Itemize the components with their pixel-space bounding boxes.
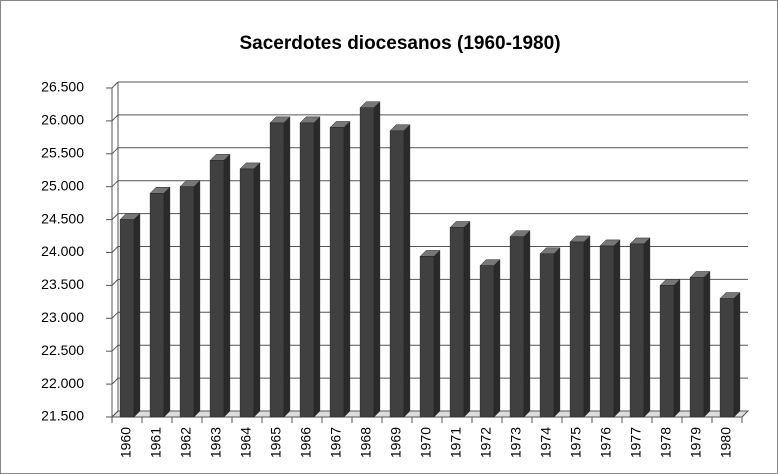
bar-side	[373, 101, 381, 418]
x-tick-label: 1968	[358, 427, 374, 458]
y-tick-label: 23.000	[41, 309, 84, 325]
bar	[149, 193, 165, 418]
bar-side	[643, 237, 651, 418]
x-tick-label: 1961	[148, 427, 164, 458]
bar	[449, 227, 465, 418]
y-tick-label: 24.000	[41, 243, 84, 259]
x-tick-label: 1962	[178, 427, 194, 458]
x-tick-label: 1960	[118, 427, 134, 458]
bar-side	[613, 239, 621, 418]
x-tick-label: 1977	[628, 427, 644, 458]
bar-side	[223, 153, 231, 418]
bar	[419, 256, 435, 418]
bar	[599, 245, 615, 418]
bar-side	[673, 278, 681, 418]
bar-side	[253, 162, 261, 418]
grid-diagonal	[111, 180, 119, 188]
bar-side	[133, 212, 141, 418]
x-tick-label: 1972	[478, 427, 494, 458]
bar	[659, 285, 675, 418]
grid-diagonal	[111, 246, 119, 253]
grid-diagonal	[111, 147, 119, 155]
bar	[509, 236, 525, 418]
x-tick-label: 1976	[598, 427, 614, 458]
y-tick-label: 21.500	[41, 408, 84, 424]
x-tick-label: 1973	[508, 427, 524, 458]
bar	[359, 107, 375, 418]
bar-side	[193, 180, 201, 418]
bar-side	[433, 249, 441, 418]
x-tick-label: 1966	[298, 427, 314, 458]
bar-side	[703, 270, 711, 418]
grid-diagonal	[111, 279, 119, 286]
bar	[119, 219, 135, 418]
bar	[389, 130, 405, 418]
grid-diagonal	[111, 410, 119, 418]
x-tick-label: 1979	[688, 427, 704, 458]
y-tick-label: 24.500	[41, 210, 84, 226]
grid-diagonal	[111, 311, 119, 319]
bar-side	[493, 259, 501, 418]
x-tick-label: 1975	[568, 427, 584, 458]
bar	[239, 168, 255, 418]
grid-diagonal	[111, 114, 119, 122]
x-tick-label: 1974	[538, 427, 554, 458]
bar	[299, 122, 315, 418]
bar	[269, 122, 285, 418]
y-tick-label: 26.500	[41, 79, 84, 95]
bar	[539, 253, 555, 418]
bar-side	[163, 186, 171, 418]
bar-side	[343, 120, 351, 418]
chart-title: Sacerdotes diocesanos (1960-1980)	[239, 33, 560, 54]
bar	[179, 186, 195, 418]
bar-side	[403, 124, 411, 418]
bar-side	[463, 220, 471, 418]
y-tick-label: 25.500	[41, 145, 84, 161]
y-tick-label: 23.500	[41, 276, 84, 292]
bar	[629, 243, 645, 418]
bar	[719, 298, 735, 418]
x-tick-label: 1964	[238, 427, 254, 458]
grid-diagonal	[111, 81, 119, 89]
y-tick-label: 25.000	[41, 177, 84, 193]
bar-side	[553, 247, 561, 418]
bar-side	[313, 116, 321, 418]
bar-side	[523, 230, 531, 418]
bar-side	[583, 235, 591, 418]
x-tick-label: 1969	[388, 427, 404, 458]
grid-diagonal	[111, 344, 119, 352]
y-tick-label: 22.000	[41, 375, 84, 391]
x-tick-label: 1967	[328, 427, 344, 458]
y-tick-label: 26.000	[41, 112, 84, 128]
bar	[209, 160, 225, 418]
x-tick-label: 1963	[208, 427, 224, 458]
bar-side	[733, 291, 741, 418]
x-tick-label: 1980	[718, 427, 734, 458]
bar	[329, 127, 345, 418]
x-tick-label: 1965	[268, 427, 284, 458]
grid-diagonal	[111, 213, 119, 220]
bar	[479, 265, 495, 418]
x-tick-label: 1978	[658, 427, 674, 458]
bar	[689, 277, 705, 418]
y-tick-label: 22.500	[41, 342, 84, 358]
grid-diagonal	[111, 377, 119, 385]
bar	[569, 241, 585, 418]
x-tick-label: 1970	[418, 427, 434, 458]
x-tick-label: 1971	[448, 427, 464, 458]
bar-side	[283, 116, 291, 418]
